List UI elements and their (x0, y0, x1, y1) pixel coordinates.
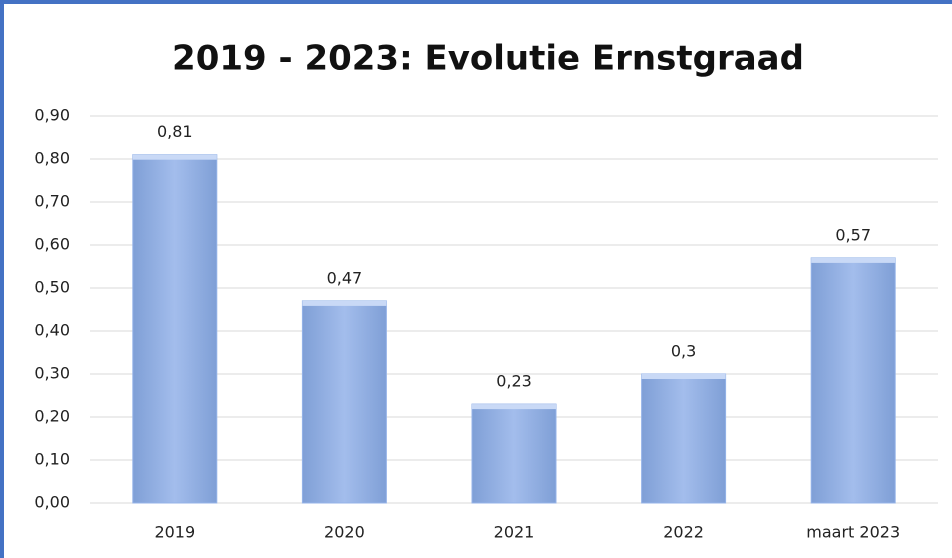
bar-cap (472, 404, 556, 410)
x-tick-label: 2020 (324, 523, 365, 542)
y-tick-label: 0,50 (34, 278, 70, 297)
bar (471, 403, 557, 504)
x-tick-label: 2019 (154, 523, 195, 542)
bar (301, 300, 387, 504)
y-tick-label: 0,80 (34, 149, 70, 168)
chart-title: 2019 - 2023: Evolutie Ernstgraad (172, 39, 804, 79)
bar-cap (302, 300, 387, 306)
bar-cap (641, 374, 726, 379)
data-label: 0,3 (671, 342, 696, 361)
data-label: 0,47 (327, 268, 363, 287)
data-label: 0,23 (496, 372, 532, 391)
y-tick-label: 0,00 (34, 493, 70, 512)
y-tick-label: 0,40 (34, 321, 70, 340)
y-tick-label: 0,70 (34, 192, 70, 211)
data-label: 0,57 (835, 225, 871, 244)
x-tick-label: maart 2023 (806, 523, 900, 542)
bar (132, 154, 218, 504)
bar-cap (811, 257, 896, 263)
y-tick-label: 0,60 (34, 235, 70, 254)
data-label: 0,81 (157, 122, 193, 141)
y-tick-label: 0,30 (34, 364, 70, 383)
x-tick-label: 2022 (663, 523, 704, 542)
y-tick-label: 0,10 (34, 450, 70, 469)
bar (641, 373, 727, 504)
bar (810, 257, 896, 504)
x-tick-label: 2021 (494, 523, 535, 542)
bar-cap (132, 154, 217, 160)
y-tick-label: 0,90 (34, 106, 70, 125)
y-tick-label: 0,20 (34, 407, 70, 426)
